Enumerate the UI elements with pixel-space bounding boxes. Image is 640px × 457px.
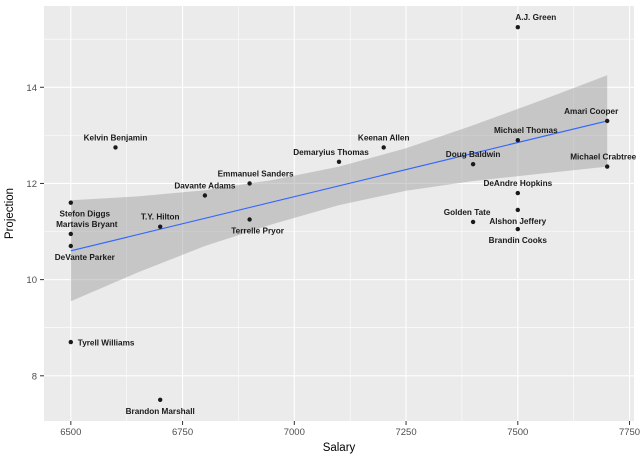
data-point xyxy=(158,397,163,402)
plot-panel xyxy=(44,6,634,421)
confidence-band xyxy=(70,75,608,302)
data-point xyxy=(68,200,74,205)
data-point-label: Brandin Cooks xyxy=(489,236,548,245)
data-point-label: Michael Thomas xyxy=(494,126,558,135)
data-point xyxy=(247,217,252,222)
data-point xyxy=(515,25,520,30)
data-point xyxy=(381,145,386,150)
data-point xyxy=(605,118,610,124)
y-tick-label: 12 xyxy=(26,179,37,190)
data-point xyxy=(68,243,74,249)
data-point-label: Stefon Diggs xyxy=(60,210,111,219)
x-axis-title: Salary xyxy=(323,442,356,454)
data-point-label: Tyrell Williams xyxy=(78,338,135,347)
y-tick-label: 10 xyxy=(26,275,37,286)
data-point xyxy=(515,226,520,232)
x-tick-label: 6500 xyxy=(60,427,81,438)
data-point-label: DeVante Parker xyxy=(55,253,116,262)
data-point-label: Demaryius Thomas xyxy=(293,148,369,157)
data-point xyxy=(515,190,520,196)
data-point xyxy=(470,162,476,167)
data-point-label: Alshon Jeffery xyxy=(489,217,546,226)
data-point xyxy=(605,164,610,169)
data-point-label: Brandon Marshall xyxy=(126,407,195,416)
data-point-label: Kelvin Benjamin xyxy=(84,133,148,142)
trend-line xyxy=(70,120,608,252)
data-point-label: Terrelle Pryor xyxy=(231,227,284,236)
data-point-label: Amari Cooper xyxy=(564,107,619,116)
data-point xyxy=(68,231,74,237)
x-tick-label: 7250 xyxy=(395,427,416,438)
x-tick-label: 7750 xyxy=(619,427,640,438)
y-tick-label: 14 xyxy=(26,83,37,94)
x-tick-label: 7500 xyxy=(507,427,528,438)
data-point-label: Emmanuel Sanders xyxy=(218,169,294,178)
y-axis-title: Projection xyxy=(4,188,16,239)
data-point-label: DeAndre Hopkins xyxy=(483,179,552,188)
data-point-label: Michael Crabtree xyxy=(570,153,636,162)
data-point xyxy=(247,181,252,186)
data-point-label: Doug Baldwin xyxy=(446,150,501,159)
x-tick-label: 7000 xyxy=(284,427,305,438)
data-point xyxy=(515,207,520,213)
data-point-label: T.Y. Hilton xyxy=(141,213,180,222)
data-point xyxy=(515,138,520,143)
data-point-label: Keenan Allen xyxy=(358,133,410,142)
data-point xyxy=(113,145,118,150)
data-point-label: A.J. Green xyxy=(515,13,556,22)
data-point-label: Davante Adams xyxy=(174,182,236,191)
data-point xyxy=(158,224,163,229)
y-tick-label: 8 xyxy=(32,371,37,382)
data-point-label: Golden Tate xyxy=(444,208,491,217)
data-point xyxy=(336,159,342,164)
x-tick-label: 6750 xyxy=(172,427,193,438)
data-point xyxy=(470,219,476,225)
data-point xyxy=(202,193,208,198)
data-point xyxy=(68,339,74,345)
data-point-label: Martavis Bryant xyxy=(56,220,118,229)
